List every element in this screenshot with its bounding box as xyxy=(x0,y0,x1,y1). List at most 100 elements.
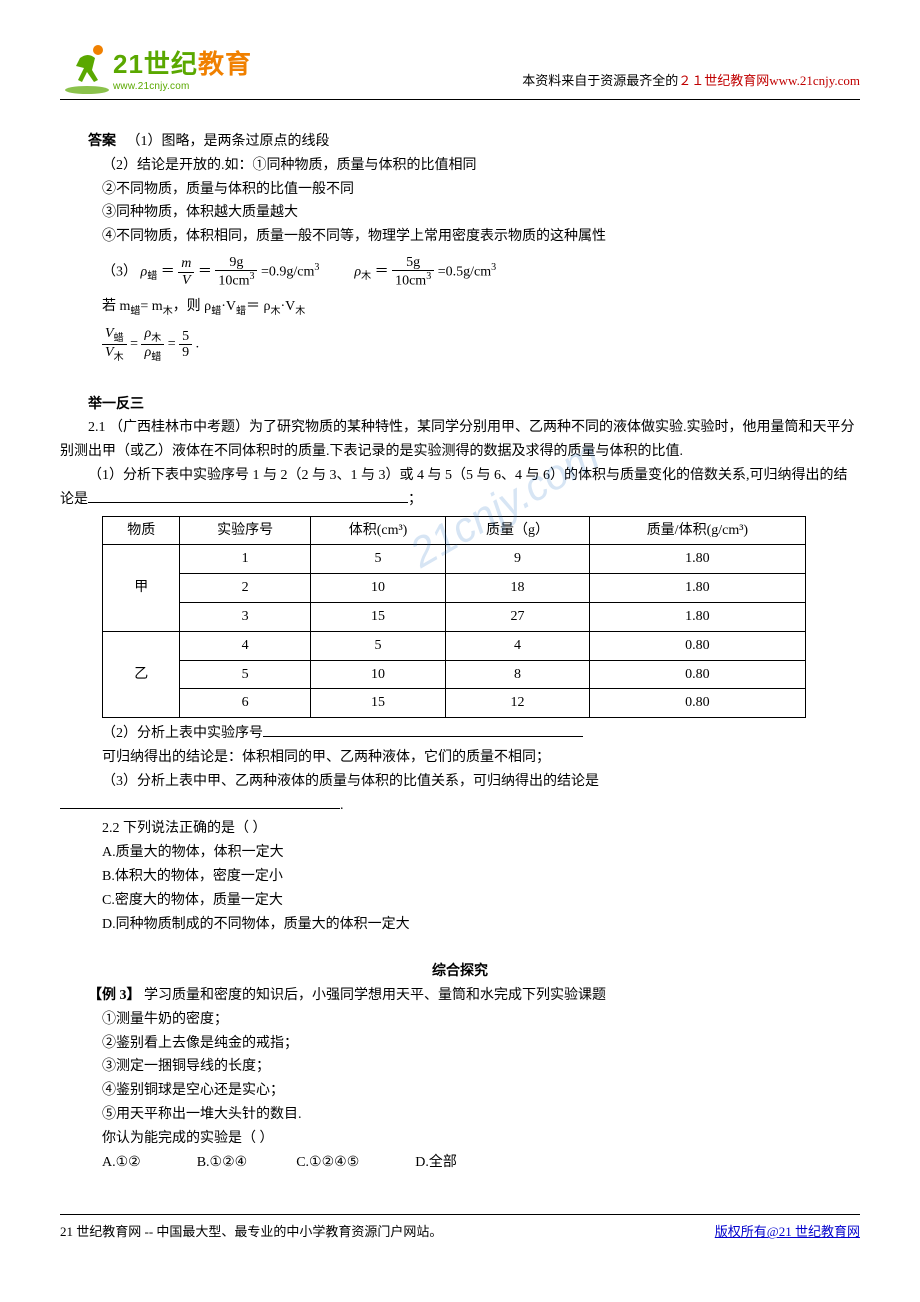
formula-prefix: （3） xyxy=(102,264,137,279)
td: 3 xyxy=(180,602,310,631)
wax-den: 10cm xyxy=(218,274,249,289)
blank-1[interactable] xyxy=(88,488,408,503)
td: 1.80 xyxy=(589,545,805,574)
ex3-i1: ①测量牛奶的密度； xyxy=(60,1008,860,1032)
ex3-text: 学习质量和密度的知识后，小强同学想用天平、量筒和水完成下列实验课题 xyxy=(141,988,607,1003)
td: 18 xyxy=(446,574,590,603)
ex3-q: 你认为能完成的实验是（ ） xyxy=(60,1127,860,1151)
ex3-i4: ④鉴别铜球是空心还是实心； xyxy=(60,1079,860,1103)
semi1: ； xyxy=(408,492,422,507)
footer-left: 21 世纪教育网 -- 中国最大型、最专业的中小学教育资源门户网站。 xyxy=(60,1221,442,1240)
td: 6 xyxy=(180,689,310,718)
wax-result: =0.9g/cm xyxy=(261,264,314,279)
sub-wax3: 蜡 xyxy=(211,306,221,317)
vratio-den1: V xyxy=(105,345,114,360)
td: 5 xyxy=(180,660,310,689)
ex3-i2: ②鉴别看上去像是纯金的戒指； xyxy=(60,1032,860,1056)
rratio-den-sub: 蜡 xyxy=(151,352,161,363)
td: 4 xyxy=(180,631,310,660)
header-source-prefix: 本资料来自于资源最齐全的 xyxy=(522,73,678,88)
td: 5 xyxy=(310,631,445,660)
th-substance: 物质 xyxy=(103,516,180,545)
answer-2c: ③同种物质，体积越大质量越大 xyxy=(60,201,860,225)
q22-d: D.同种物质制成的不同物体，质量大的体积一定大 xyxy=(60,913,860,937)
td: 15 xyxy=(310,602,445,631)
q22-b: B.体积大的物体，密度一定小 xyxy=(60,865,860,889)
table-row: 2 10 18 1.80 xyxy=(103,574,806,603)
header-source-url: www.21cnjy.com xyxy=(769,73,860,88)
q22-a: A.质量大的物体，体积一定大 xyxy=(60,841,860,865)
answer-item1: （1）图略，是两条过原点的线段 xyxy=(127,134,330,149)
q21-p3-blank: . xyxy=(60,794,860,818)
blank-3[interactable] xyxy=(60,794,340,809)
eq1: ＝ xyxy=(161,264,175,279)
logo: 21世纪教育 www.21cnjy.com xyxy=(60,40,252,95)
td-group1: 甲 xyxy=(103,545,180,631)
q21-text: 2.1 （广西桂林市中考题）为了研究物质的某种特性，某同学分别用甲、乙两种不同的… xyxy=(60,420,855,459)
td: 10 xyxy=(310,574,445,603)
logo-text-edu: 教育 xyxy=(198,49,252,79)
wood-num: 5g xyxy=(392,255,434,271)
td: 9 xyxy=(446,545,590,574)
td: 4 xyxy=(446,631,590,660)
table-row: 3 15 27 1.80 xyxy=(103,602,806,631)
opt-a: A.①② xyxy=(102,1155,141,1170)
logo-runner-icon xyxy=(60,40,115,95)
mass-equation-line: 若 m蜡= m木，则 ρ蜡·V蜡＝ ρ木·V木 xyxy=(60,295,860,320)
frac-m: m xyxy=(178,256,194,272)
td: 12 xyxy=(446,689,590,718)
th-volume: 体积(cm³) xyxy=(310,516,445,545)
table-row: 5 10 8 0.80 xyxy=(103,660,806,689)
ex3-i5: ⑤用天平称出一堆大头针的数目. xyxy=(60,1103,860,1127)
opt-b: B.①②④ xyxy=(197,1155,248,1170)
formula-density: （3） ρ蜡 ＝ mV ＝ 9g10cm3 =0.9g/cm3 ρ木 ＝ 5g1… xyxy=(60,255,860,289)
vratio-num1-sub: 蜡 xyxy=(114,333,124,344)
logo-text-21: 21 xyxy=(113,49,144,79)
td: 1.80 xyxy=(589,602,805,631)
ex3-label: 【例 3】 xyxy=(88,988,141,1003)
then-rho: ，则 ρ xyxy=(173,299,212,314)
td: 15 xyxy=(310,689,445,718)
td: 10 xyxy=(310,660,445,689)
answer-label: 答案 xyxy=(88,134,116,149)
ratio-5: 5 xyxy=(179,329,192,345)
logo-text-century: 世纪 xyxy=(144,49,198,79)
ex3-i3: ③测定一捆铜导线的长度； xyxy=(60,1055,860,1079)
opt-d: D.全部 xyxy=(415,1155,457,1170)
footer-copyright-link[interactable]: 版权所有@21 世纪教育网 xyxy=(715,1221,860,1240)
if-m: 若 m xyxy=(102,299,130,314)
sub-wood3: 木 xyxy=(270,306,280,317)
table-header-row: 物质 实验序号 体积(cm³) 质量（g） 质量/体积(g/cm³) xyxy=(103,516,806,545)
extend-title: 举一反三 xyxy=(60,393,860,417)
q21-p3-text: （3）分析上表中甲、乙两种液体的质量与体积的比值关系，可归纳得出的结论是 xyxy=(102,774,599,789)
frac-v: V xyxy=(178,273,194,288)
eq-m: = m xyxy=(140,299,162,314)
td: 27 xyxy=(446,602,590,631)
td: 8 xyxy=(446,660,590,689)
th-ratio: 质量/体积(g/cm³) xyxy=(589,516,805,545)
answer-2d: ④不同物质，体积相同，质量一般不同等，物理学上常用密度表示物质的这种属性 xyxy=(60,225,860,249)
opt-c: C.①②④⑤ xyxy=(296,1155,359,1170)
rratio-num-sub: 木 xyxy=(151,333,161,344)
table-row: 乙 4 5 4 0.80 xyxy=(103,631,806,660)
q21-p3: （3）分析上表中甲、乙两种液体的质量与体积的比值关系，可归纳得出的结论是 xyxy=(60,770,860,794)
header-source: 本资料来自于资源最齐全的２１世纪教育网www.21cnjy.com xyxy=(522,70,860,95)
wood-result: =0.5g/cm xyxy=(438,264,491,279)
comp-title: 综合探究 xyxy=(60,960,860,984)
wax-num: 9g xyxy=(215,255,257,271)
blank-2[interactable] xyxy=(263,722,583,737)
q21-stem: 2.1 （广西桂林市中考题）为了研究物质的某种特性，某同学分别用甲、乙两种不同的… xyxy=(60,416,860,464)
td: 1.80 xyxy=(589,574,805,603)
td: 1 xyxy=(180,545,310,574)
header-source-site: ２１世纪教育网 xyxy=(678,73,769,88)
th-seq: 实验序号 xyxy=(180,516,310,545)
page-header: 21世纪教育 www.21cnjy.com 本资料来自于资源最齐全的２１世纪教育… xyxy=(60,40,860,100)
logo-url: www.21cnjy.com xyxy=(113,81,252,92)
sub-wood4: 木 xyxy=(295,306,305,317)
sub-wax2: 蜡 xyxy=(130,306,140,317)
eq1b: ＝ xyxy=(198,264,212,279)
vratio-den1-sub: 木 xyxy=(114,352,124,363)
ex3-line: 【例 3】 学习质量和密度的知识后，小强同学想用天平、量筒和水完成下列实验课题 xyxy=(60,984,860,1008)
ex3-options: A.①② B.①②④ C.①②④⑤ D.全部 xyxy=(60,1151,860,1175)
sub-wood2: 木 xyxy=(163,306,173,317)
